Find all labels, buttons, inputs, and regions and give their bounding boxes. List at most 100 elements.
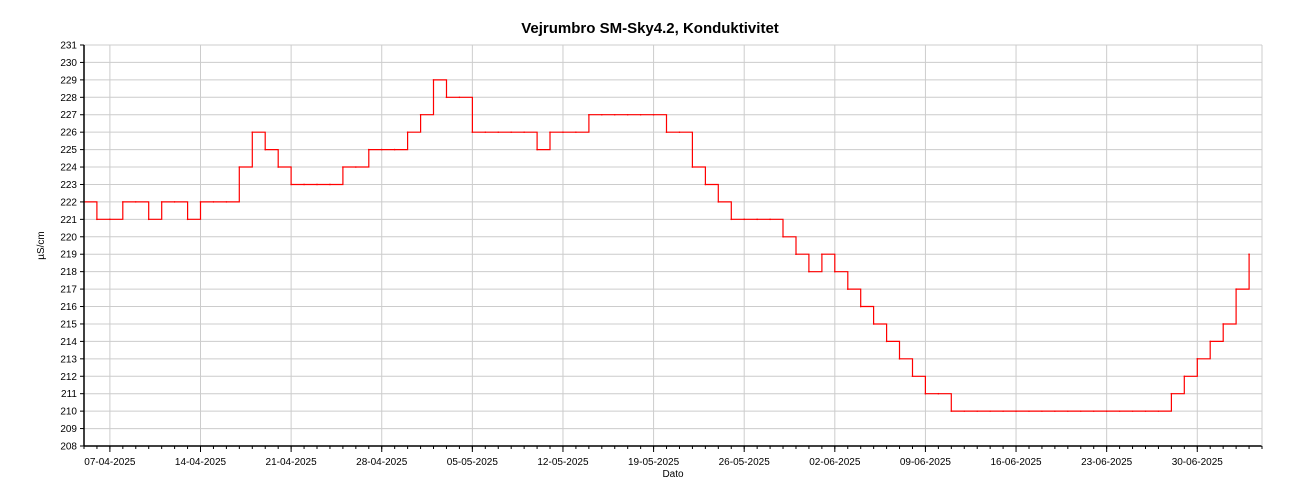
data-point bbox=[1092, 410, 1095, 412]
data-point bbox=[678, 131, 681, 133]
data-point bbox=[1222, 323, 1224, 325]
data-point bbox=[846, 288, 849, 290]
y-tick-label: 220 bbox=[60, 232, 77, 243]
data-point bbox=[1015, 410, 1017, 412]
y-tick-label: 229 bbox=[60, 75, 77, 86]
data-point bbox=[238, 166, 241, 168]
data-point bbox=[251, 131, 254, 133]
x-tick-label: 12-05-2025 bbox=[537, 457, 589, 468]
data-point bbox=[821, 253, 823, 256]
data-point bbox=[432, 79, 435, 81]
data-point bbox=[652, 113, 655, 116]
y-tick-label: 212 bbox=[60, 372, 77, 383]
x-tick-label: 21-04-2025 bbox=[266, 457, 318, 468]
data-point bbox=[626, 113, 629, 116]
data-point bbox=[1157, 410, 1160, 412]
data-point bbox=[290, 183, 292, 186]
x-tick-label: 14-04-2025 bbox=[175, 457, 227, 468]
data-point bbox=[950, 410, 953, 412]
data-point bbox=[264, 148, 267, 151]
data-point bbox=[497, 131, 500, 133]
data-point bbox=[704, 183, 707, 186]
data-point bbox=[562, 131, 564, 133]
y-tick-label: 226 bbox=[60, 128, 77, 139]
y-tick-label: 208 bbox=[60, 442, 77, 453]
data-point bbox=[484, 131, 487, 133]
y-tick-label: 222 bbox=[60, 197, 77, 208]
data-point bbox=[717, 201, 720, 203]
data-point bbox=[367, 148, 370, 151]
x-tick-label: 07-04-2025 bbox=[84, 457, 136, 468]
y-tick-label: 230 bbox=[60, 58, 77, 69]
data-point bbox=[393, 148, 396, 151]
data-point bbox=[1041, 410, 1043, 412]
data-point bbox=[1118, 410, 1121, 412]
data-point bbox=[1079, 410, 1082, 412]
data-point bbox=[1002, 410, 1004, 412]
data-point bbox=[147, 218, 150, 221]
x-tick-label: 19-05-2025 bbox=[628, 457, 680, 468]
y-tick-label: 223 bbox=[60, 180, 77, 191]
x-tick-label: 26-05-2025 bbox=[719, 457, 771, 468]
series-layer bbox=[83, 79, 1250, 412]
y-tick-label: 219 bbox=[60, 250, 77, 261]
data-point bbox=[885, 340, 888, 343]
data-point bbox=[730, 218, 733, 221]
data-point bbox=[303, 183, 305, 186]
data-point bbox=[342, 166, 344, 168]
data-point bbox=[924, 392, 927, 395]
data-point bbox=[523, 131, 525, 133]
grid-lines bbox=[84, 44, 1262, 447]
data-point bbox=[795, 253, 797, 256]
data-point bbox=[639, 113, 642, 116]
x-axis: 07-04-2025 14-04-2025 21-04-2025 28-04-2025… bbox=[83, 446, 1263, 468]
y-tick-label: 211 bbox=[61, 389, 77, 400]
data-point bbox=[1183, 375, 1186, 378]
x-tick-label: 05-05-2025 bbox=[447, 457, 499, 468]
data-point bbox=[588, 113, 590, 116]
data-point bbox=[122, 201, 124, 203]
x-tick-label: 30-06-2025 bbox=[1172, 457, 1224, 468]
y-tick-label: 221 bbox=[60, 215, 77, 226]
y-tick-label: 227 bbox=[60, 110, 77, 121]
data-point bbox=[859, 305, 862, 308]
data-point bbox=[808, 270, 810, 273]
data-point bbox=[1054, 410, 1056, 412]
data-point bbox=[1144, 410, 1147, 412]
x-tick-label: 28-04-2025 bbox=[356, 457, 408, 468]
x-tick-label: 09-06-2025 bbox=[900, 457, 952, 468]
data-point bbox=[911, 375, 914, 378]
data-point bbox=[756, 218, 758, 221]
data-point bbox=[1248, 253, 1250, 256]
data-point bbox=[212, 201, 215, 203]
data-point bbox=[134, 201, 137, 203]
data-point bbox=[963, 410, 966, 412]
y-tick-label: 210 bbox=[60, 407, 77, 418]
data-point bbox=[510, 131, 512, 133]
y-tick-label: 228 bbox=[60, 93, 77, 104]
data-point bbox=[989, 410, 991, 412]
y-axis: 208 209 210 211 212 213 214 215 216 217 218 219 220 2… bbox=[60, 41, 84, 453]
y-tick-label: 231 bbox=[60, 41, 77, 52]
x-tick-label: 16-06-2025 bbox=[990, 457, 1042, 468]
y-tick-label: 217 bbox=[60, 285, 77, 296]
data-point bbox=[445, 96, 448, 99]
data-point bbox=[769, 218, 771, 221]
data-point bbox=[1028, 410, 1030, 412]
data-point bbox=[976, 410, 979, 412]
data-point bbox=[458, 96, 461, 99]
data-point bbox=[872, 323, 875, 325]
chart-title: Vejrumbro SM-Sky4.2, Konduktivitet bbox=[521, 20, 779, 37]
data-point bbox=[1209, 340, 1212, 343]
y-tick-label: 225 bbox=[60, 145, 77, 156]
y-tick-label: 214 bbox=[60, 337, 77, 348]
y-tick-label: 209 bbox=[60, 424, 77, 435]
data-point bbox=[277, 166, 279, 168]
data-point bbox=[1067, 410, 1069, 412]
data-point bbox=[613, 113, 616, 116]
y-tick-label: 215 bbox=[60, 319, 77, 330]
data-point bbox=[691, 166, 694, 168]
data-point bbox=[1131, 410, 1134, 412]
data-point bbox=[743, 218, 745, 221]
